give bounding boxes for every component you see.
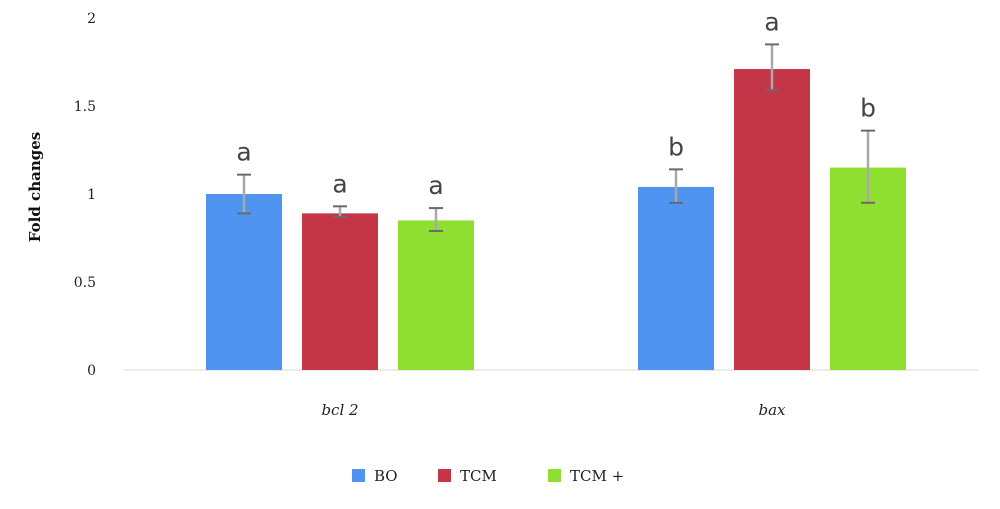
bar [398,220,474,370]
legend-label: BO [374,467,398,485]
y-axis-ticks: 0 0.5 1 1.5 2 [74,11,96,379]
legend-swatch [352,469,365,482]
significance-letter: b [668,132,684,161]
legend-swatch [548,469,561,482]
y-axis-label: Fold changes [26,132,44,242]
bars [206,69,906,370]
y-tick-label: 1.5 [74,99,96,115]
significance-letter: b [860,94,876,123]
significance-letter: a [764,7,779,36]
significance-letter: a [236,138,251,167]
y-tick-label: 1 [87,187,96,203]
legend-label: TCM + [570,467,624,485]
category-labels: bcl 2 bax [321,401,786,419]
legend-label: TCM [460,467,497,485]
y-tick-label: 0.5 [74,275,96,291]
significance-letter: a [332,169,347,198]
y-tick-label: 2 [87,11,96,27]
legend: BO TCM TCM + [352,467,624,485]
category-label: bax [758,401,786,419]
y-tick-label: 0 [87,363,96,379]
legend-swatch [438,469,451,482]
bar [206,194,282,370]
bar [638,186,714,370]
category-label: bcl 2 [321,401,358,419]
error-bars [237,43,875,232]
bar [734,69,810,370]
bar [302,213,378,370]
significance-letters: a a a b a b [236,7,876,200]
significance-letter: a [428,171,443,200]
